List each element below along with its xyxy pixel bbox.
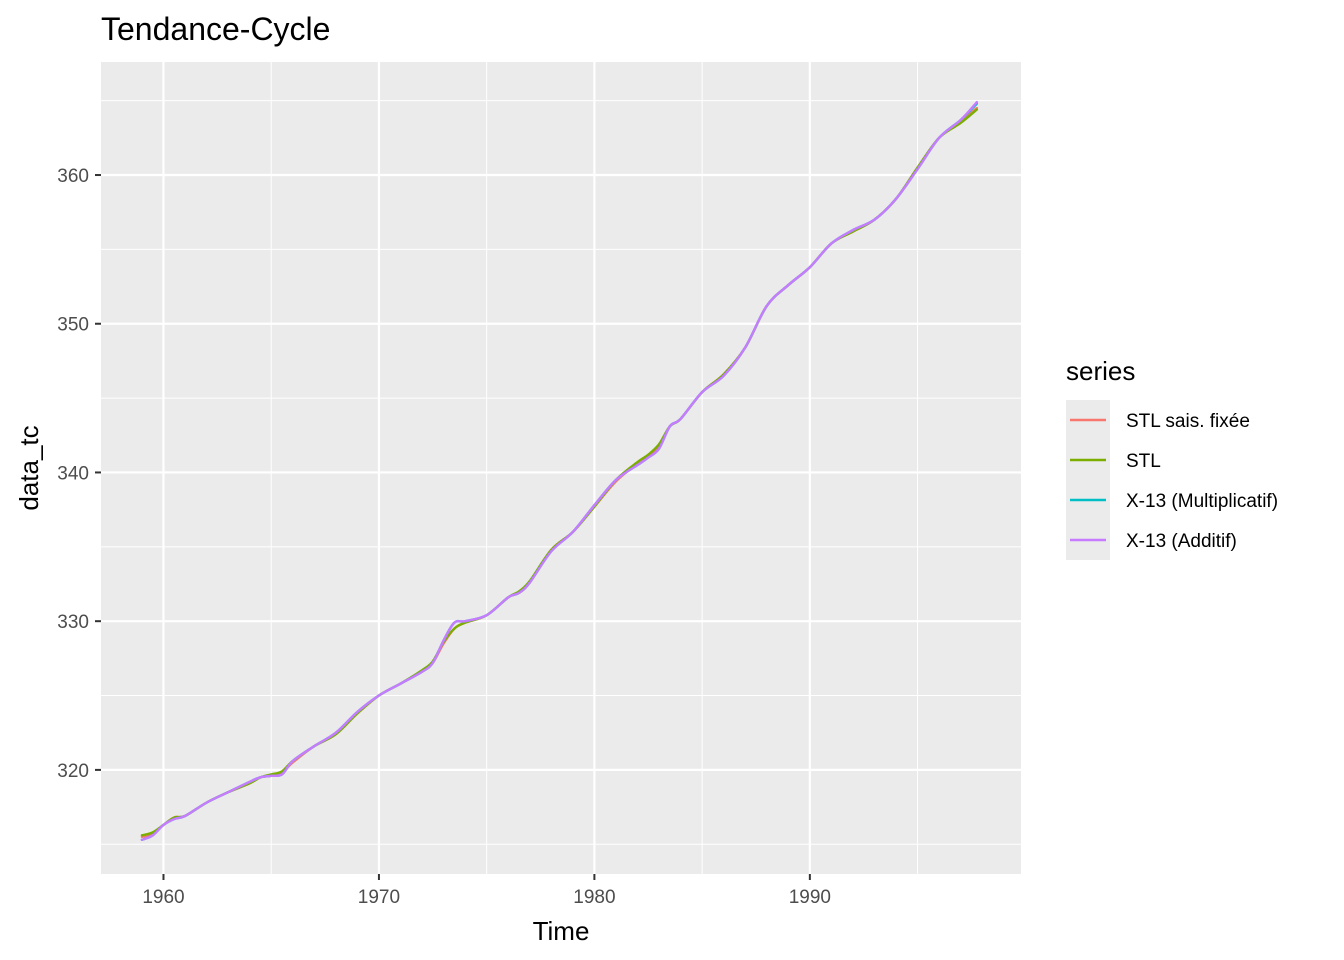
x-tick-label: 1960 [142,887,184,908]
x-tick-label: 1970 [358,887,400,908]
y-tick-label: 320 [57,761,89,782]
chart-title: Tendance-Cycle [101,11,330,47]
legend-key-background [1066,400,1110,560]
legend: series STL sais. fixée STL X-13 (Multiplic… [1066,356,1278,560]
y-tick-label: 350 [57,315,89,336]
legend-label-4: X-13 (Additif) [1126,531,1237,552]
legend-items: STL sais. fixée STL X-13 (Multiplicatif) X-… [1066,400,1278,560]
legend-label-2: STL [1126,451,1161,472]
y-axis: 320 330 340 350 360 [57,166,101,782]
x-tick-label: 1990 [789,887,831,908]
x-axis: 1960 1970 1980 1990 [142,874,831,908]
legend-title: series [1066,356,1135,386]
y-tick-label: 340 [57,463,89,484]
plot-panel [101,62,1021,874]
x-tick-label: 1980 [573,887,615,908]
grid-minor [101,62,1021,874]
series-layer [140,100,979,841]
legend-label-1: STL sais. fixée [1126,411,1250,432]
y-axis-title: data_tc [14,425,44,510]
legend-label-3: X-13 (Multiplicatif) [1126,491,1278,512]
y-tick-label: 330 [57,612,89,633]
grid-major [101,62,1021,874]
series-line-4 [140,100,979,841]
y-tick-label: 360 [57,166,89,187]
x-axis-title: Time [533,916,590,946]
